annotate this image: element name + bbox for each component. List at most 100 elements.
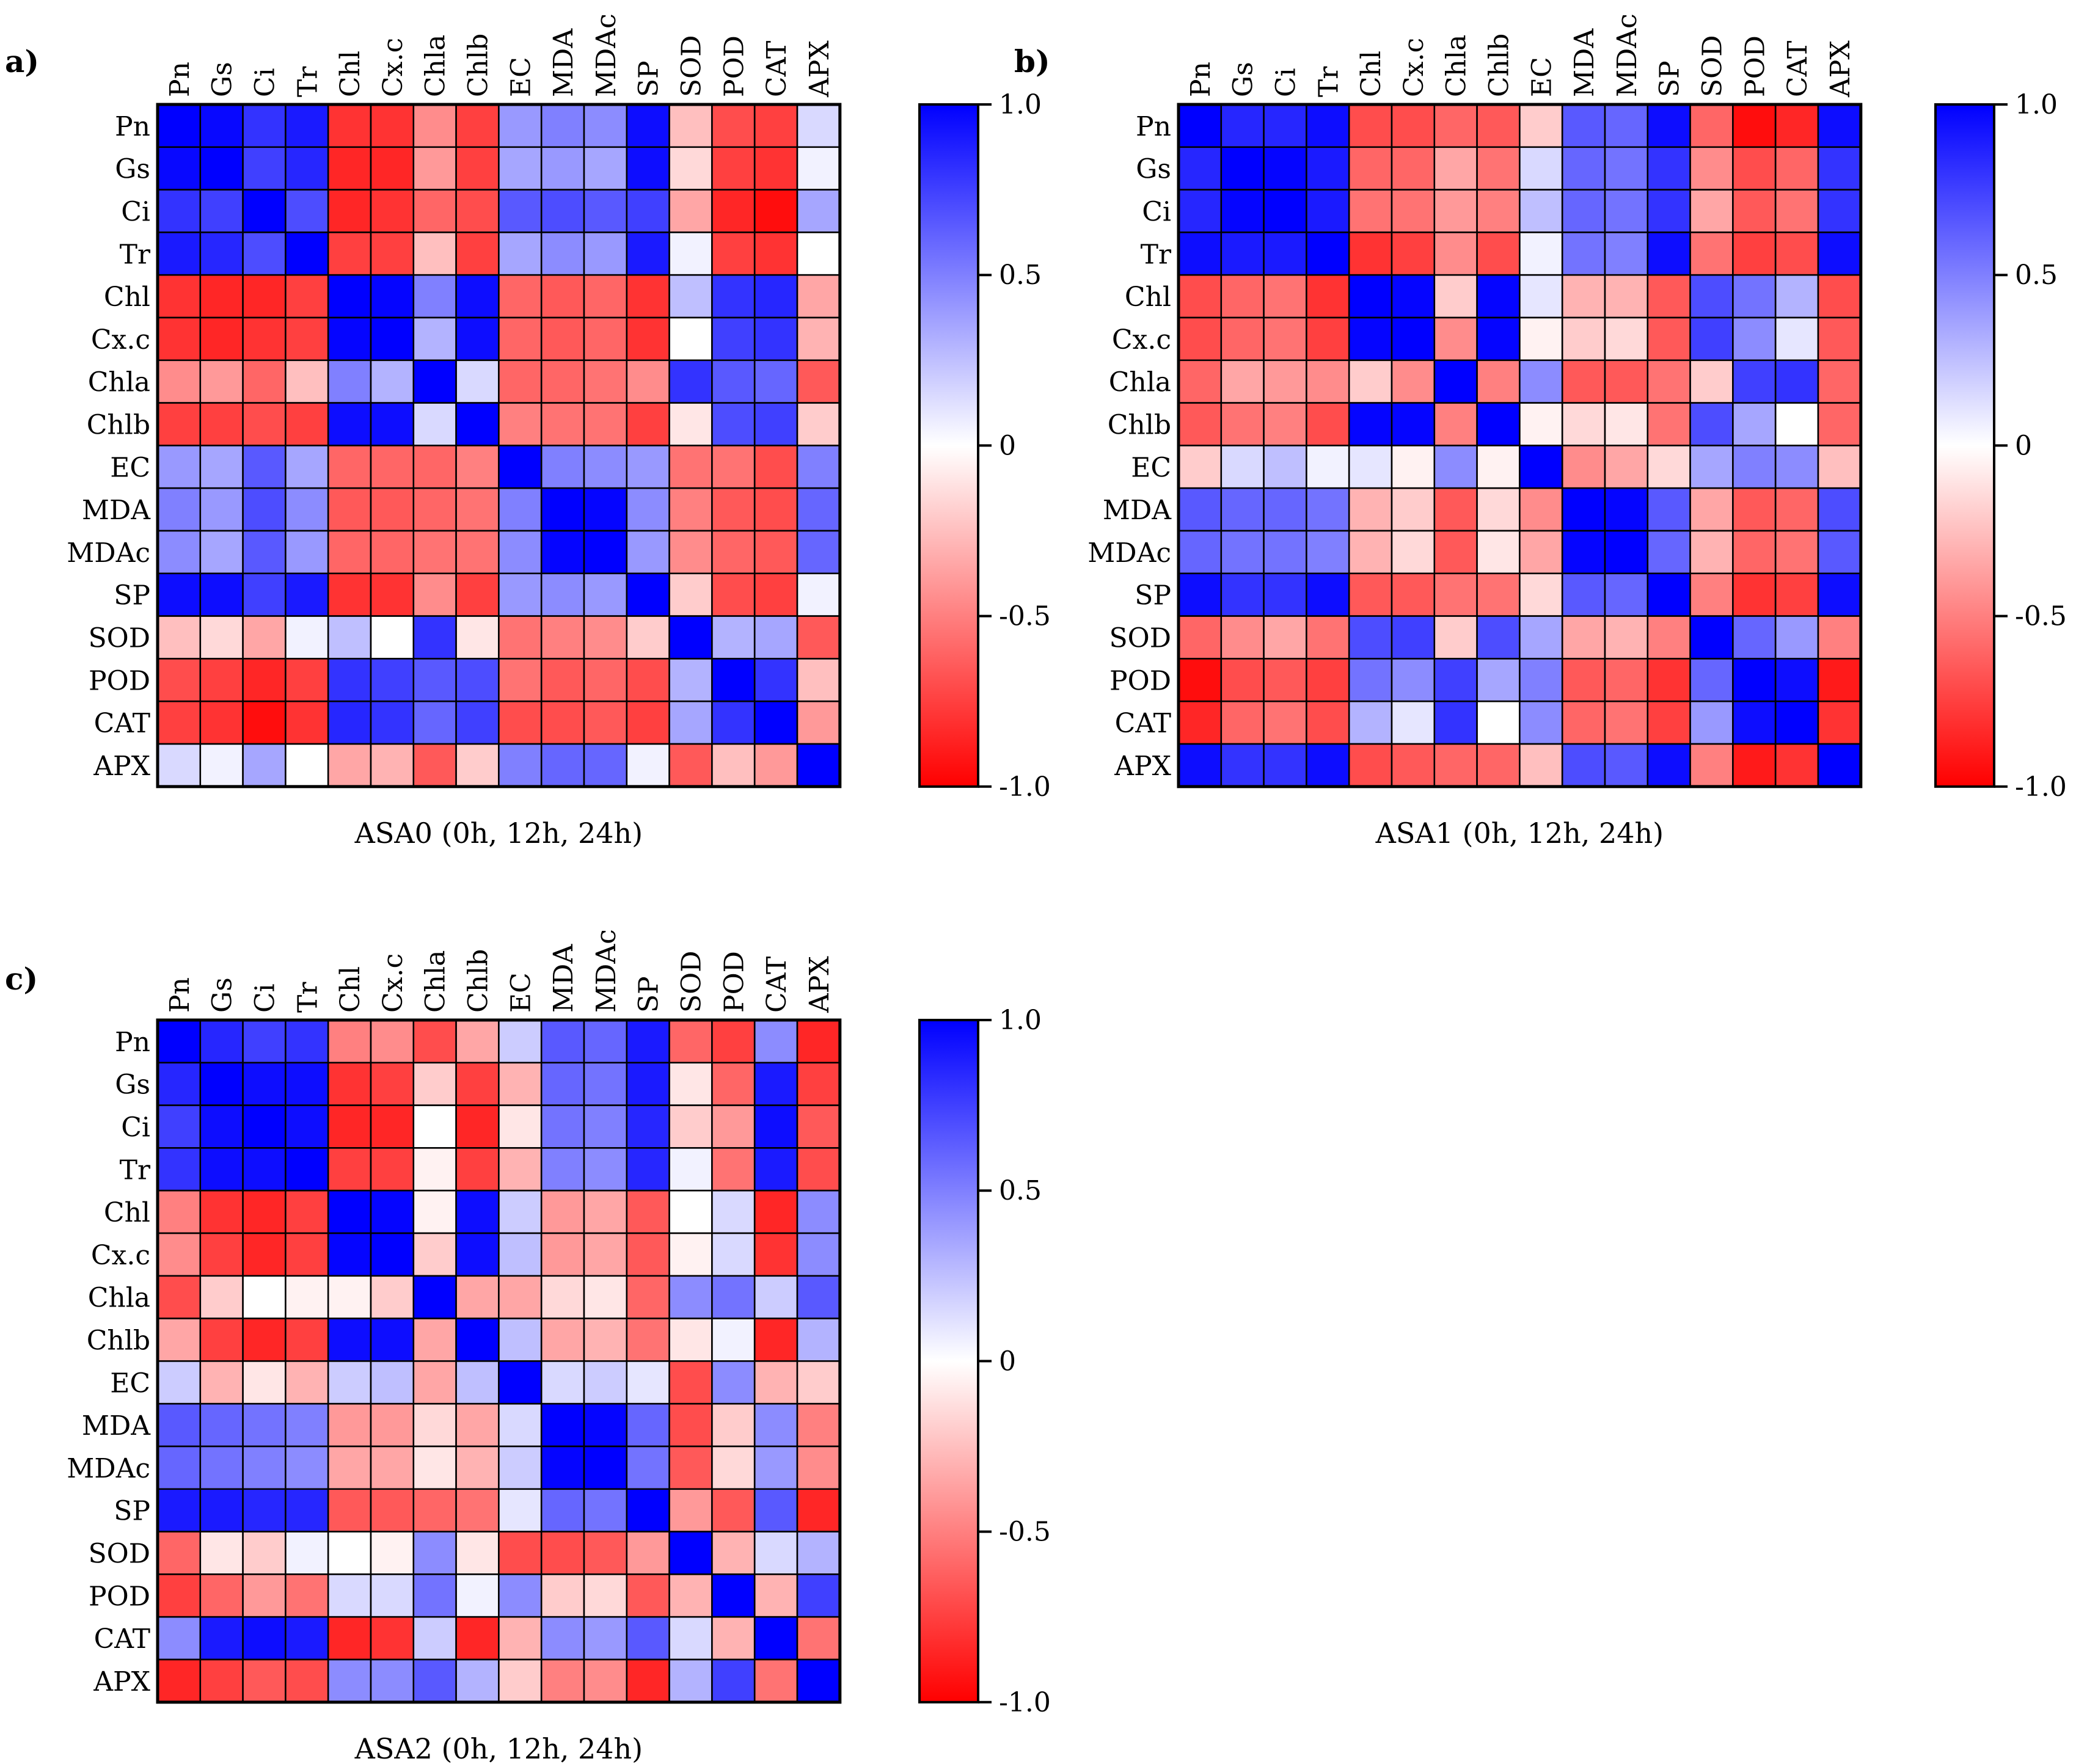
heatmap-cell [455,1318,500,1362]
heatmap-cell [1177,658,1223,702]
colorbar-tick-label: 0.5 [999,260,1042,291]
heatmap-cell [242,487,287,532]
heatmap-cell [156,1573,202,1618]
heatmap-cell [1220,316,1265,362]
heatmap-cell [711,1062,756,1106]
heatmap-cell [1263,572,1307,617]
row-label: Chl [104,1197,150,1228]
heatmap-cell [285,231,329,276]
heatmap-cell [1561,658,1606,702]
heatmap-cell [156,700,202,745]
heatmap-cell [711,445,756,489]
heatmap-cell [1177,743,1223,788]
heatmap-cell [1220,231,1265,276]
heatmap-cell [455,1531,500,1575]
heatmap-cell [1348,274,1393,319]
heatmap-cell [1348,700,1393,745]
heatmap-cell [1263,530,1307,575]
heatmap-cell [626,103,670,148]
heatmap-cell [327,1402,372,1448]
heatmap-cell [711,1445,756,1490]
heatmap-cell [1476,146,1521,191]
heatmap-cell [156,1019,202,1064]
row-label: Ci [1142,197,1171,228]
heatmap-cell [498,1019,543,1064]
row-label: Chla [88,1283,150,1314]
heatmap-cell [711,316,756,362]
colorbar-tick-label: -1.0 [999,1687,1051,1718]
heatmap-cell [412,1318,457,1362]
heatmap-cell [242,189,287,233]
heatmap-cell [1817,402,1862,446]
heatmap-cell [412,1019,457,1064]
heatmap-cell [412,316,457,362]
row-label: Chlb [87,410,150,441]
row-label: Gs [115,154,150,185]
heatmap-cell [1391,103,1436,148]
heatmap-cell [583,572,628,617]
heatmap-cell [1263,103,1307,148]
heatmap-cell [1348,487,1393,532]
heatmap-cell [412,1275,457,1319]
heatmap-cell [1263,487,1307,532]
heatmap-cell [583,1147,628,1192]
heatmap-cell [1476,359,1521,404]
heatmap-cell [668,274,713,319]
heatmap-cell [1476,530,1521,575]
heatmap-cell [583,1019,628,1064]
heatmap-cell [1561,530,1606,575]
row-label: CAT [1115,708,1171,739]
heatmap-cell [455,1360,500,1405]
heatmap-cell [370,1062,415,1106]
heatmap-cell [1817,103,1862,148]
heatmap-cell [327,1360,372,1405]
heatmap-cell [370,231,415,276]
heatmap-cell [626,1189,670,1234]
heatmap-cell [498,1275,543,1319]
heatmap-cell [455,1275,500,1319]
heatmap-cell [540,146,585,191]
heatmap-cell [1817,445,1862,489]
column-label: POD [718,951,750,1013]
heatmap-cell [796,1531,841,1575]
heatmap-cell [498,743,543,788]
heatmap-cell [753,1488,799,1533]
heatmap-cell [753,1275,799,1319]
heatmap-cell [753,274,799,319]
heatmap-cell [753,615,799,660]
heatmap-cell [455,1062,500,1106]
heatmap-cell [1732,103,1777,148]
heatmap-cell [626,1147,670,1192]
heatmap-cell [1774,316,1819,362]
heatmap-cell [156,146,202,191]
heatmap-cell [327,1189,372,1234]
heatmap-cell [626,1658,670,1704]
heatmap-cell [1348,146,1393,191]
heatmap-cell [1433,487,1478,532]
heatmap-cell [242,615,287,660]
heatmap-cell [327,1658,372,1704]
column-label: SP [634,976,665,1013]
heatmap-cell [1433,274,1478,319]
heatmap-cell [455,700,500,745]
heatmap-cell [1647,189,1691,233]
heatmap-cell [668,1488,713,1533]
heatmap-cell [156,316,202,362]
heatmap-cell [327,1147,372,1192]
heatmap-cell [753,1147,799,1192]
heatmap-cell [1433,231,1478,276]
column-label: Gs [207,977,238,1013]
heatmap-cell [583,1488,628,1533]
heatmap-cell [668,231,713,276]
heatmap-cell [156,1318,202,1362]
heatmap-cell [1817,316,1862,362]
heatmap-cell [1689,274,1734,319]
heatmap-cell [156,189,202,233]
heatmap-cell [583,1232,628,1277]
heatmap-cell [412,445,457,489]
row-label: Chl [1125,282,1171,313]
heatmap-cell [1433,359,1478,404]
row-label: MDA [82,495,151,526]
row-label: Gs [115,1070,150,1101]
colorbar-tick-label: 0 [999,1346,1016,1377]
